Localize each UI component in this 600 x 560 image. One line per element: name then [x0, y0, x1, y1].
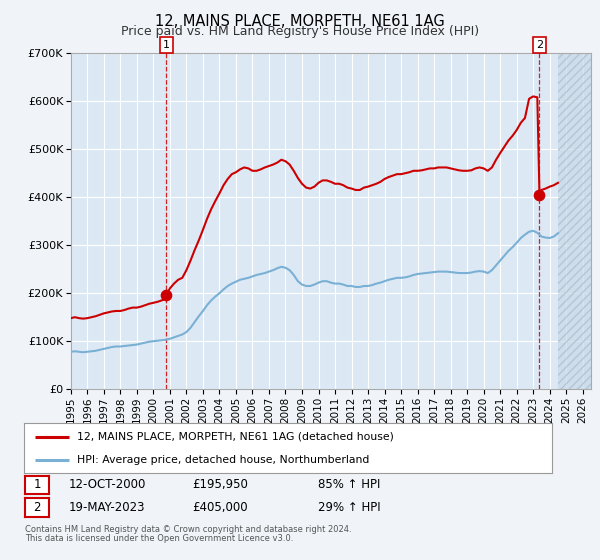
Point — [161, 291, 171, 300]
Text: HPI: Average price, detached house, Northumberland: HPI: Average price, detached house, Nort… — [77, 455, 369, 465]
Text: Price paid vs. HM Land Registry's House Price Index (HPI): Price paid vs. HM Land Registry's House … — [121, 25, 479, 38]
Text: 2: 2 — [536, 40, 543, 50]
Text: Contains HM Land Registry data © Crown copyright and database right 2024.: Contains HM Land Registry data © Crown c… — [25, 525, 352, 534]
Text: 1: 1 — [34, 478, 41, 492]
Text: 29% ↑ HPI: 29% ↑ HPI — [318, 501, 380, 514]
Bar — [558, 53, 591, 389]
Text: 85% ↑ HPI: 85% ↑ HPI — [318, 478, 380, 492]
Text: 2: 2 — [34, 501, 41, 514]
Point — [535, 190, 544, 199]
Text: 12, MAINS PLACE, MORPETH, NE61 1AG: 12, MAINS PLACE, MORPETH, NE61 1AG — [155, 14, 445, 29]
Text: This data is licensed under the Open Government Licence v3.0.: This data is licensed under the Open Gov… — [25, 534, 293, 543]
Text: 1: 1 — [163, 40, 170, 50]
Text: £405,000: £405,000 — [192, 501, 248, 514]
Text: 12, MAINS PLACE, MORPETH, NE61 1AG (detached house): 12, MAINS PLACE, MORPETH, NE61 1AG (deta… — [77, 432, 394, 442]
Text: 19-MAY-2023: 19-MAY-2023 — [69, 501, 146, 514]
Text: 12-OCT-2000: 12-OCT-2000 — [69, 478, 146, 492]
Text: £195,950: £195,950 — [192, 478, 248, 492]
